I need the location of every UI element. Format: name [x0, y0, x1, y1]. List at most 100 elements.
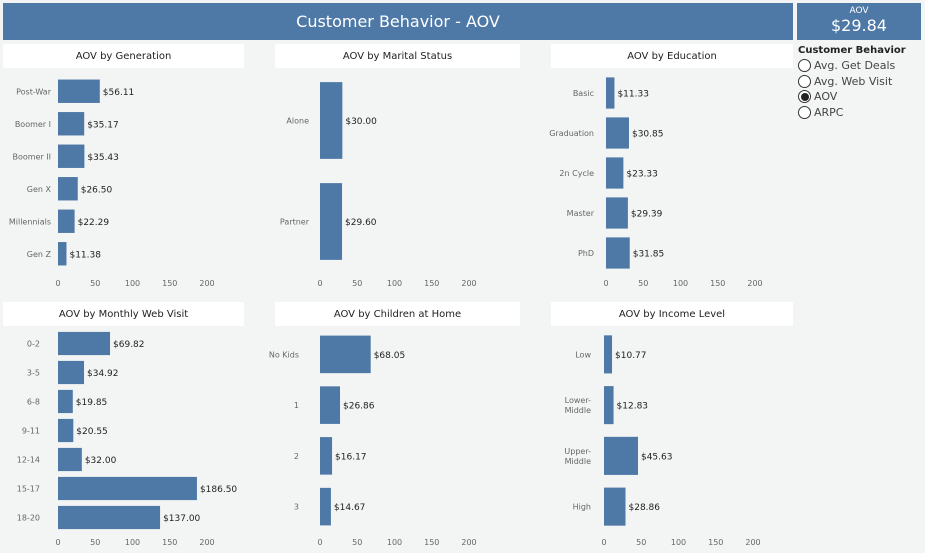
data-label: $30.00: [345, 117, 377, 127]
category-label: 1: [294, 401, 299, 410]
x-tick-label: 0: [601, 538, 606, 547]
category-label: Basic: [573, 89, 594, 98]
data-label: $186.50: [200, 485, 237, 495]
category-label: 2: [294, 452, 299, 461]
radio-option[interactable]: Avg. Get Deals: [798, 58, 923, 74]
bar: [320, 335, 371, 374]
data-label: $137.00: [163, 514, 200, 524]
category-label: High: [573, 503, 591, 512]
x-tick-label: 50: [638, 279, 648, 288]
x-tick-label: 0: [317, 538, 322, 547]
category-label: Boomer I: [15, 120, 51, 129]
data-label: $11.33: [617, 90, 649, 100]
panel-title-children-at-home: AOV by Children at Home: [275, 302, 520, 326]
bar: [604, 436, 638, 475]
category-label: PhD: [578, 249, 594, 258]
bar: [58, 112, 85, 136]
category-label: Graduation: [549, 129, 594, 138]
radio-option[interactable]: Avg. Web Visit: [798, 74, 923, 90]
bar: [606, 117, 629, 149]
radio-option[interactable]: ARPC: [798, 105, 923, 121]
category-label: 18-20: [17, 514, 40, 523]
data-label: $26.86: [343, 402, 375, 412]
customer-behavior-filter: Customer Behavior Avg. Get Deals Avg. Web…: [798, 45, 923, 120]
x-tick-label: 200: [199, 538, 214, 547]
category-label: 3-5: [27, 369, 40, 378]
panel-title-marital-status: AOV by Marital Status: [275, 44, 520, 68]
category-label: 12-14: [17, 456, 40, 465]
data-label: $12.83: [617, 402, 649, 412]
x-tick-label: 100: [125, 279, 140, 288]
category-label: 0-2: [27, 340, 40, 349]
bar: [58, 360, 85, 385]
data-label: $26.50: [81, 185, 113, 195]
bar: [604, 386, 614, 425]
radio-option-label: Avg. Web Visit: [814, 74, 893, 88]
data-label: $19.85: [76, 398, 108, 408]
panel-title-generation: AOV by Generation: [3, 44, 244, 68]
category-label: Master: [567, 209, 595, 218]
chart-aov-by-generation: Post-War $56.11 Boomer I $35.17 Boomer II $35…: [9, 79, 215, 288]
bar: [320, 82, 343, 159]
radio-unselected-icon[interactable]: [798, 59, 811, 73]
radio-selected-icon[interactable]: [798, 90, 811, 104]
filter-title: Customer Behavior: [798, 45, 906, 56]
panel-title-income-level: AOV by Income Level: [551, 302, 793, 326]
category-label: Lower-: [565, 396, 591, 405]
x-tick-label: 0: [317, 279, 322, 288]
data-label: $45.63: [641, 452, 673, 462]
radio-unselected-icon[interactable]: [798, 74, 811, 88]
dashboard-header: Customer Behavior - AOV: [3, 3, 793, 40]
x-tick-label: 0: [603, 279, 608, 288]
category-label: 6-8: [27, 398, 40, 407]
x-tick-label: 50: [352, 279, 362, 288]
data-label: $30.85: [632, 130, 664, 140]
radio-option-label: Avg. Get Deals: [814, 59, 896, 73]
bar: [606, 157, 624, 189]
x-tick-label: 100: [125, 538, 140, 547]
panel-title-monthly-web-visit: AOV by Monthly Web Visit: [3, 302, 244, 326]
data-label: $68.05: [374, 351, 406, 361]
x-tick-label: 200: [461, 279, 476, 288]
x-tick-label: 200: [747, 279, 762, 288]
radio-unselected-icon[interactable]: [798, 105, 811, 119]
bar: [604, 335, 613, 374]
panel-title-education: AOV by Education: [551, 44, 793, 68]
category-label: Upper-: [564, 447, 591, 456]
x-tick-label: 50: [636, 538, 646, 547]
data-label: $29.39: [631, 210, 663, 220]
x-tick-label: 0: [55, 538, 60, 547]
bar: [606, 237, 630, 269]
x-tick-label: 150: [708, 538, 723, 547]
x-tick-label: 50: [90, 279, 100, 288]
bar: [58, 505, 161, 530]
bar: [606, 197, 628, 229]
bar: [58, 447, 82, 472]
radio-option[interactable]: AOV: [798, 89, 923, 105]
category-label: Millennials: [9, 217, 51, 226]
x-tick-label: 200: [461, 538, 476, 547]
kpi-aov-card: AOV $29.84: [797, 3, 921, 40]
radio-option-label: AOV: [814, 90, 838, 104]
x-tick-label: 150: [424, 538, 439, 547]
x-tick-label: 100: [673, 279, 688, 288]
chart-aov-by-marital-status: Alone $30.00 Partner $29.60 0 50 100 150 200: [280, 82, 477, 288]
data-label: $23.33: [626, 170, 658, 180]
bar: [58, 209, 75, 233]
kpi-label: AOV: [849, 6, 869, 16]
data-label: $32.00: [85, 456, 117, 466]
category-label: Low: [575, 350, 591, 359]
bar: [320, 487, 331, 526]
radio-option-label: ARPC: [814, 105, 844, 119]
bar: [58, 79, 100, 103]
radio-list: Avg. Get Deals Avg. Web Visit AOV ARPC: [798, 58, 923, 120]
data-label: $14.67: [334, 503, 366, 513]
category-label: Boomer II: [12, 152, 51, 161]
x-tick-label: 50: [90, 538, 100, 547]
data-label: $56.11: [103, 88, 134, 98]
x-tick-label: 0: [55, 279, 60, 288]
data-label: $69.82: [113, 340, 145, 350]
x-tick-label: 150: [162, 279, 177, 288]
data-label: $35.17: [87, 120, 119, 130]
